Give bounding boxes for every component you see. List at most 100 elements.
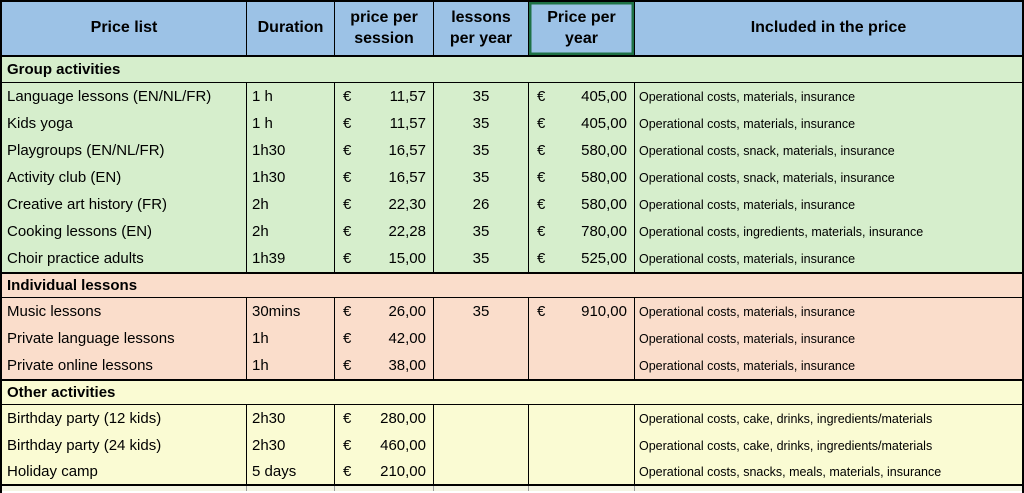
cell-included[interactable]: Operational costs, snack, materials, ins… (634, 164, 1022, 191)
cell-price-per-session[interactable]: €11,57 (334, 110, 433, 137)
section-header-row[interactable]: Other activities (2, 379, 1022, 405)
cell-price-per-year[interactable]: €780,00 (528, 218, 634, 245)
cell-lessons-per-year[interactable]: 35 (433, 245, 528, 272)
cell-price-per-session[interactable]: €15,00 (334, 245, 433, 272)
cell-included[interactable]: Operational costs, materials, insurance (634, 352, 1022, 379)
cell-price-per-year[interactable]: €405,00 (528, 110, 634, 137)
cell-lessons-per-year[interactable] (433, 405, 528, 432)
cell-activity-name[interactable]: Choir practice adults (2, 245, 246, 272)
cell-duration[interactable]: 1h39 (246, 245, 334, 272)
section-header-row[interactable]: Individual lessons (2, 272, 1022, 298)
cell-activity-name[interactable]: Music lessons (2, 298, 246, 325)
cell-activity-name-text: Playgroups (EN/NL/FR) (7, 142, 165, 159)
cell-included[interactable]: Operational costs, materials, insurance (634, 83, 1022, 110)
cell-duration[interactable]: 2h (246, 191, 334, 218)
cell-price-per-session[interactable]: €42,00 (334, 325, 433, 352)
cell-duration[interactable]: 1h30 (246, 164, 334, 191)
section-header-row[interactable]: Group activities (2, 57, 1022, 83)
cell-activity-name-text: Private online lessons (7, 357, 153, 374)
cell-price-per-year[interactable]: €580,00 (528, 191, 634, 218)
cell-lessons-per-year[interactable]: 35 (433, 164, 528, 191)
cell-price-per-year[interactable] (528, 352, 634, 379)
cell-price-per-year-value: 580,00 (581, 142, 627, 159)
cell-included[interactable]: Operational costs, materials, insurance (634, 110, 1022, 137)
cell-duration[interactable]: 2h30 (246, 432, 334, 459)
cell-price-per-session-value: 38,00 (388, 357, 426, 374)
cell-activity-name[interactable]: Creative art history (FR) (2, 191, 246, 218)
cell-included[interactable]: Operational costs, materials, insurance (634, 325, 1022, 352)
header-cell-duration[interactable]: Duration (246, 2, 334, 55)
cell-lessons-per-year[interactable]: 35 (433, 218, 528, 245)
cell-lessons-per-year[interactable]: 35 (433, 298, 528, 325)
cell-included[interactable]: Operational costs, snack, materials, ins… (634, 137, 1022, 164)
cell-lessons-per-year[interactable] (433, 352, 528, 379)
header-cell-included[interactable]: Included in the price (634, 2, 1022, 55)
cell-price-per-session[interactable]: €11,57 (334, 83, 433, 110)
cell-price-per-year[interactable]: €580,00 (528, 164, 634, 191)
cell-activity-name[interactable]: Kids yoga (2, 110, 246, 137)
cell-activity-name[interactable]: Private language lessons (2, 325, 246, 352)
cell-activity-name[interactable]: Birthday party (12 kids) (2, 405, 246, 432)
cell-price-per-session[interactable]: €38,00 (334, 352, 433, 379)
header-cell-lessons-per-year[interactable]: lessons per year (433, 2, 528, 55)
cell-price-per-session[interactable]: €460,00 (334, 432, 433, 459)
cell-price-per-session[interactable]: €22,30 (334, 191, 433, 218)
cell-duration[interactable]: 1h (246, 325, 334, 352)
cell-activity-name[interactable]: Birthday party (24 kids) (2, 432, 246, 459)
header-cell-price-per-year[interactable]: Price per year (528, 2, 634, 55)
cell-price-per-session[interactable]: €16,57 (334, 137, 433, 164)
cell-included-text: Operational costs, materials, insurance (639, 197, 856, 212)
cell-duration-text: 1h30 (252, 142, 286, 159)
cell-activity-name[interactable]: Playgroups (EN/NL/FR) (2, 137, 246, 164)
cell-included[interactable]: Operational costs, snacks, meals, materi… (634, 459, 1022, 484)
cell-lessons-per-year[interactable] (433, 325, 528, 352)
cell-price-per-session[interactable]: €22,28 (334, 218, 433, 245)
cell-duration[interactable]: 2h30 (246, 405, 334, 432)
header-cell-price-per-session[interactable]: price per session (334, 2, 433, 55)
cell-price-per-year[interactable] (528, 325, 634, 352)
cell-included[interactable]: Operational costs, ingredients, material… (634, 218, 1022, 245)
cell-included[interactable]: Operational costs, materials, insurance (634, 245, 1022, 272)
cell-duration[interactable]: 2h (246, 218, 334, 245)
cell-activity-name[interactable]: Holiday camp (2, 459, 246, 484)
header-cell-price-list[interactable]: Price list (2, 2, 246, 55)
cell-activity-name[interactable]: Activity club (EN) (2, 164, 246, 191)
cell-lessons-per-year[interactable] (433, 432, 528, 459)
cell-price-per-year[interactable]: €580,00 (528, 137, 634, 164)
cell-lessons-per-year[interactable] (433, 459, 528, 484)
cell-price-per-year[interactable] (528, 459, 634, 484)
cell-duration[interactable]: 1h (246, 352, 334, 379)
cell-included[interactable]: Operational costs, materials, insurance (634, 191, 1022, 218)
cell-included[interactable]: Operational costs, cake, drinks, ingredi… (634, 405, 1022, 432)
cell-price-per-year[interactable]: €910,00 (528, 298, 634, 325)
cell-lessons-per-year[interactable]: 35 (433, 83, 528, 110)
cell-included[interactable]: Operational costs, materials, insurance (634, 298, 1022, 325)
cell-price-per-session[interactable]: €26,00 (334, 298, 433, 325)
cell-activity-name[interactable]: Private online lessons (2, 352, 246, 379)
header-label: price per session (350, 8, 418, 47)
cell-duration[interactable]: 1h30 (246, 137, 334, 164)
cell-duration[interactable]: 1 h (246, 110, 334, 137)
cell-included-text: Operational costs, cake, drinks, ingredi… (639, 438, 933, 453)
cell-activity-name[interactable]: Cooking lessons (EN) (2, 218, 246, 245)
cell-duration-text: 2h (252, 223, 269, 240)
cell-lessons-per-year[interactable]: 35 (433, 137, 528, 164)
cell-included[interactable]: Operational costs, cake, drinks, ingredi… (634, 432, 1022, 459)
cell-lessons-per-year[interactable]: 35 (433, 110, 528, 137)
cell-price-per-session[interactable]: €16,57 (334, 164, 433, 191)
cell-duration[interactable]: 1 h (246, 83, 334, 110)
cell-price-per-year[interactable] (528, 405, 634, 432)
header-label: Duration (257, 19, 324, 37)
cell-price-per-session[interactable]: €280,00 (334, 405, 433, 432)
cell-price-per-year[interactable]: €525,00 (528, 245, 634, 272)
cell-activity-name[interactable]: Language lessons (EN/NL/FR) (2, 83, 246, 110)
header-label: Price list (90, 19, 158, 37)
cell-price-per-session[interactable]: €210,00 (334, 459, 433, 484)
cell-duration[interactable]: 30mins (246, 298, 334, 325)
cell-duration-text: 30mins (252, 303, 301, 320)
cell-price-per-year[interactable]: €405,00 (528, 83, 634, 110)
euro-symbol: € (343, 463, 352, 480)
cell-duration[interactable]: 5 days (246, 459, 334, 484)
cell-lessons-per-year[interactable]: 26 (433, 191, 528, 218)
cell-price-per-year[interactable] (528, 432, 634, 459)
